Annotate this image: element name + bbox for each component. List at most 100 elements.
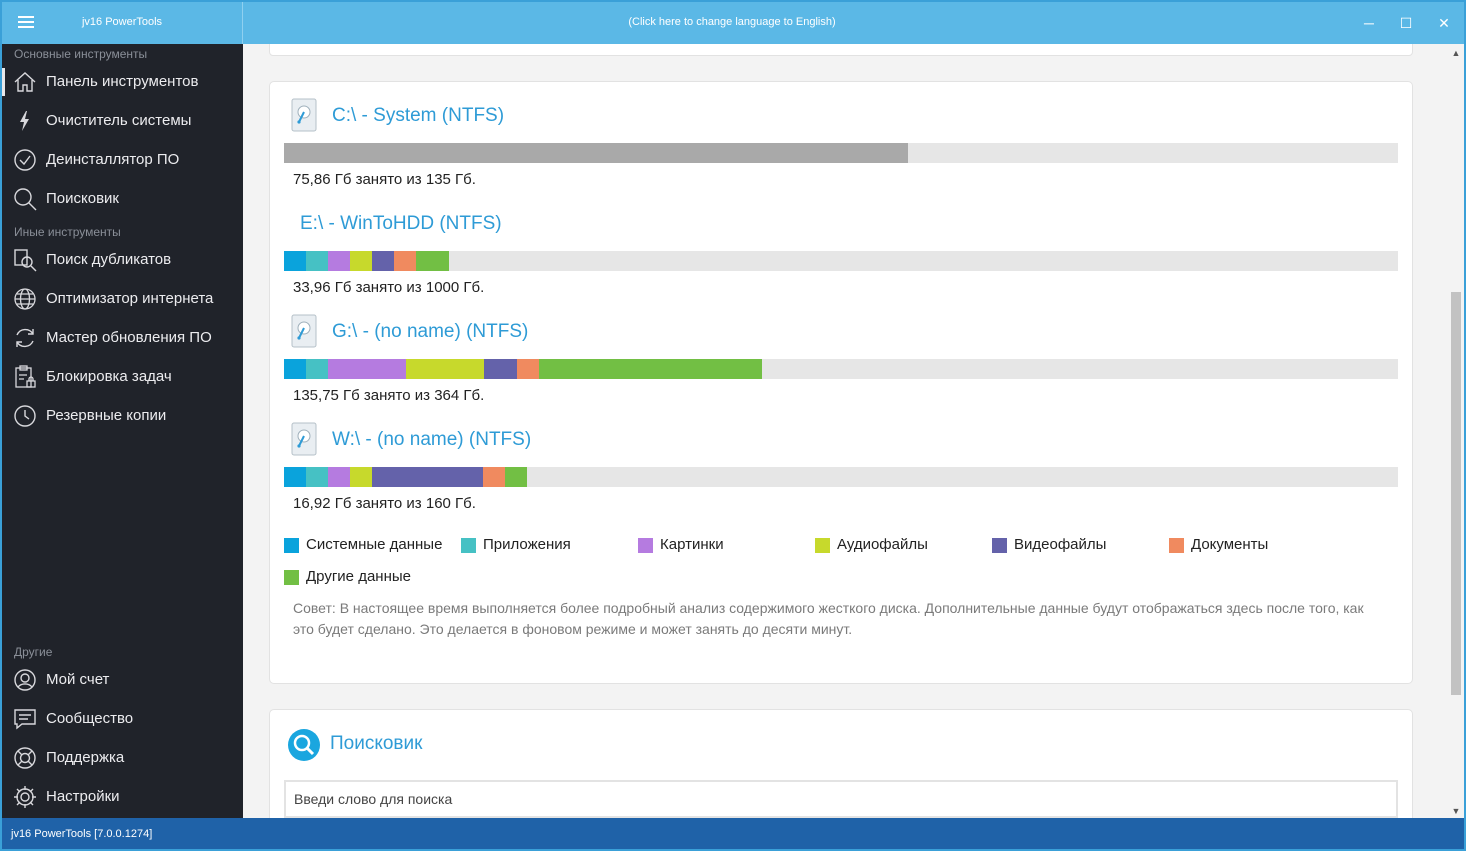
bar-segment-used (284, 143, 908, 163)
hard-drive-icon (290, 422, 318, 456)
drive-title[interactable]: G:\ - (no name) (NTFS) (332, 321, 529, 342)
drive-usage-bar (284, 143, 1398, 163)
minimize-button[interactable]: ─ (1364, 15, 1374, 31)
bar-segment-documents (394, 251, 416, 271)
bar-segment-video (484, 359, 517, 379)
legend-swatch (638, 538, 653, 553)
sidebar-item-label: Очиститель системы (46, 112, 192, 129)
sidebar-item-label: Резервные копии (46, 407, 167, 424)
drive-title[interactable]: C:\ - System (NTFS) (332, 105, 505, 126)
clock-icon (12, 403, 38, 429)
change-language-link[interactable]: (Click here to change language to Englis… (628, 16, 836, 28)
bar-segment-pictures (328, 359, 406, 379)
bar-segment-documents (483, 467, 505, 487)
home-icon (12, 69, 38, 95)
previous-card (269, 44, 1413, 56)
drive-usage-text: 75,86 Гб занято из 135 Гб. (293, 171, 476, 188)
legend-swatch (284, 570, 299, 585)
drive-title[interactable]: W:\ - (no name) (NTFS) (332, 429, 532, 450)
legend-swatch (1169, 538, 1184, 553)
bar-segment-system (284, 251, 306, 271)
check-circle-icon (12, 147, 38, 173)
legend-label: Приложения (483, 536, 571, 553)
hamburger-menu-icon[interactable] (18, 16, 34, 30)
tip-text: Совет: В настоящее время выполняется бол… (293, 600, 1364, 637)
drive-usage-card: C:\ - System (NTFS) 75,86 Гб занято из 13… (269, 81, 1413, 684)
legend-label: Видеофайлы (1014, 536, 1107, 553)
user-circle-icon (12, 667, 38, 693)
sidebar-item-label: Мастер обновления ПО (46, 329, 212, 346)
hard-drive-icon (290, 98, 318, 132)
sidebar-item-uninstaller[interactable]: Деинсталлятор ПО (2, 142, 243, 178)
sidebar-item-community[interactable]: Сообщество (2, 701, 243, 737)
legend-label: Аудиофайлы (837, 536, 928, 553)
scroll-up-arrow-icon[interactable]: ▲ (1451, 48, 1461, 58)
search-card: Поисковик (269, 709, 1413, 818)
sidebar-item-label: Мой счет (46, 671, 110, 688)
sidebar-item-dashboard[interactable]: Панель инструментов (2, 64, 243, 100)
sidebar-item-settings[interactable]: Настройки (2, 779, 243, 815)
sidebar-item-system-cleaner[interactable]: Очиститель системы (2, 103, 243, 139)
lightning-icon (12, 108, 38, 134)
section-label-other-tools: Иные инструменты (14, 225, 121, 239)
section-label-other: Другие (14, 645, 53, 659)
bar-segment-apps (306, 359, 328, 379)
status-bar: jv16 PowerTools [7.0.0.1274] (2, 818, 1464, 849)
version-text: jv16 PowerTools [7.0.0.1274] (11, 828, 153, 840)
sidebar-item-duplicate-finder[interactable]: Поиск дубликатов (2, 242, 243, 278)
clipboard-lock-icon (12, 364, 38, 390)
sidebar-item-label: Сообщество (46, 710, 134, 727)
hard-drive-icon (290, 314, 318, 348)
bar-segment-other (505, 467, 527, 487)
sidebar-item-my-account[interactable]: Мой счет (2, 662, 243, 698)
bar-segment-documents (517, 359, 539, 379)
title-bar: jv16 PowerTools (Click here to change la… (2, 2, 1464, 44)
sidebar-item-label: Поддержка (46, 749, 125, 766)
close-button[interactable]: ✕ (1438, 15, 1450, 31)
bar-segment-system (284, 467, 306, 487)
drive-usage-bar (284, 251, 1398, 271)
legend-swatch (461, 538, 476, 553)
sidebar-item-finder[interactable]: Поисковик (2, 181, 243, 217)
sidebar-item-internet-optimizer[interactable]: Оптимизатор интернета (2, 281, 243, 317)
sidebar-item-label: Блокировка задач (46, 368, 172, 385)
title-bar-left: jv16 PowerTools (2, 2, 243, 44)
sidebar-item-backups[interactable]: Резервные копии (2, 398, 243, 434)
scroll-thumb[interactable] (1451, 292, 1461, 695)
legend-label: Системные данные (306, 536, 443, 553)
legend-swatch (815, 538, 830, 553)
scroll-down-arrow-icon[interactable]: ▼ (1451, 806, 1461, 816)
maximize-button[interactable]: ☐ (1399, 15, 1413, 31)
search-icon (12, 186, 38, 212)
drive-usage-text: 135,75 Гб занято из 364 Гб. (293, 387, 485, 404)
chat-icon (12, 706, 38, 732)
sidebar-item-task-blocker[interactable]: Блокировка задач (2, 359, 243, 395)
lifebuoy-icon (12, 745, 38, 771)
vertical-scrollbar[interactable]: ▲ ▼ (1448, 44, 1464, 818)
sidebar: Основные инструменты Панель инструментов… (2, 44, 243, 818)
app-title: jv16 PowerTools (81, 16, 163, 28)
sidebar-item-label: Деинсталлятор ПО (46, 151, 180, 168)
bar-segment-pictures (328, 467, 350, 487)
legend-swatch (992, 538, 1007, 553)
bar-segment-video (372, 467, 483, 487)
main-content: C:\ - System (NTFS) 75,86 Гб занято из 13… (243, 44, 1448, 818)
search-card-title: Поисковик (330, 733, 423, 754)
drive-usage-text: 33,96 Гб занято из 1000 Гб. (293, 279, 485, 296)
sidebar-item-update-wizard[interactable]: Мастер обновления ПО (2, 320, 243, 356)
sidebar-item-label: Поисковик (46, 190, 119, 207)
sidebar-item-label: Настройки (46, 788, 120, 805)
refresh-icon (12, 325, 38, 351)
drive-usage-bar (284, 359, 1398, 379)
bar-segment-system (284, 359, 306, 379)
bar-segment-other (539, 359, 762, 379)
bar-segment-video (372, 251, 394, 271)
duplicate-search-icon (12, 247, 38, 273)
globe-icon (12, 286, 38, 312)
bar-segment-apps (306, 467, 328, 487)
drive-title[interactable]: E:\ - WinToHDD (NTFS) (300, 213, 502, 234)
gear-icon (12, 784, 38, 810)
search-input[interactable] (284, 780, 1398, 818)
sidebar-item-support[interactable]: Поддержка (2, 740, 243, 776)
